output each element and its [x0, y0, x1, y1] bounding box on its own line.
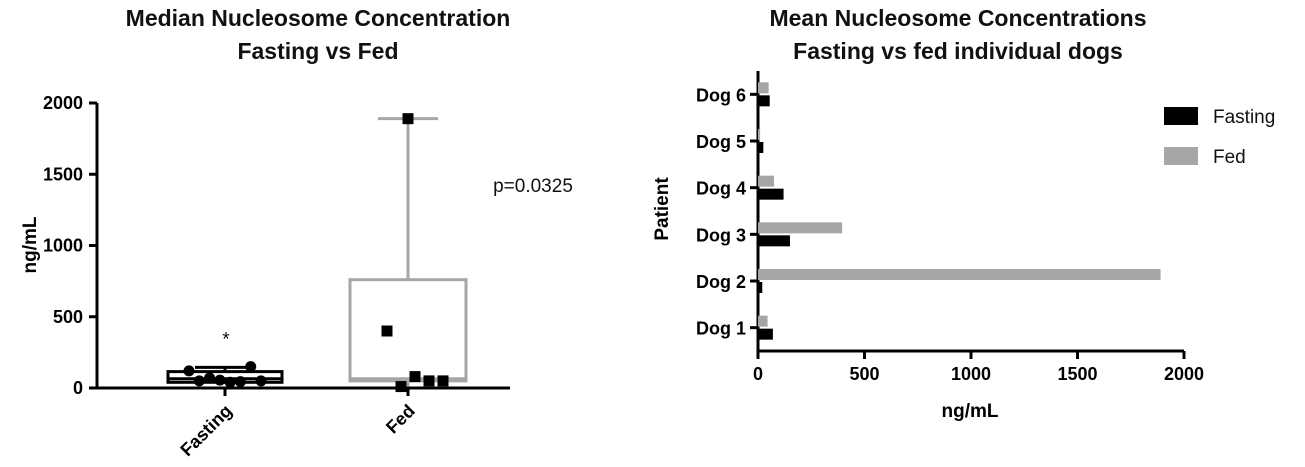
bar-fed: [758, 82, 769, 94]
data-point: [381, 325, 393, 337]
legend-label: Fasting: [1213, 107, 1275, 128]
y-tick-label: Dog 6: [696, 85, 746, 105]
data-point: [183, 365, 195, 377]
box-plot-marks: *: [166, 113, 468, 393]
box-plot-axes: 0 500 1000 1500 2000 Fasting Fed: [43, 93, 510, 460]
bar-fasting: [758, 95, 770, 107]
data-point: [204, 372, 216, 384]
y-tick-label: 1000: [43, 236, 83, 256]
y-tick-label: Dog 4: [696, 179, 746, 199]
chart-title-line-2: Fasting vs fed individual dogs: [793, 38, 1123, 64]
y-tick-label: 1500: [43, 164, 83, 184]
data-point: [423, 375, 435, 387]
data-point: [245, 361, 257, 373]
y-tick-label: 0: [73, 378, 83, 398]
bar-chart-marks: [758, 82, 1161, 340]
x-tick-label: 1000: [951, 364, 991, 384]
bar-fed: [758, 315, 768, 327]
data-point: [193, 375, 205, 387]
y-tick-label: 500: [53, 307, 83, 327]
bar-fed: [758, 175, 774, 187]
y-tick-label: Dog 3: [696, 225, 746, 245]
legend-swatch: [1164, 147, 1198, 165]
bar-fasting: [758, 235, 790, 247]
x-tick-label: 500: [849, 364, 879, 384]
bar-fed: [758, 269, 1161, 280]
y-tick-label: Dog 2: [696, 272, 746, 292]
bar-fed: [758, 129, 761, 140]
y-tick-label: Dog 1: [696, 319, 746, 339]
chart-title-line-2: Fasting vs Fed: [237, 38, 398, 64]
y-axis-label: Patient: [652, 177, 673, 241]
x-tick-label: Fed: [382, 401, 419, 438]
bar-fed: [758, 222, 843, 234]
p-value-annotation: p=0.0325: [493, 176, 573, 197]
data-point: [255, 375, 267, 387]
data-point: [402, 113, 414, 125]
bar-chart: Mean Nucleosome Concentrations Fasting v…: [652, 5, 1275, 422]
data-point: [234, 376, 246, 388]
bar-fasting: [758, 188, 784, 200]
legend-label: Fed: [1213, 147, 1246, 168]
x-tick-label: 1500: [1057, 364, 1097, 384]
y-tick-label: 2000: [43, 93, 83, 113]
legend: Fasting Fed: [1164, 107, 1275, 168]
data-point: [409, 371, 421, 383]
x-tick-label: 0: [753, 364, 763, 384]
x-tick-label: Fasting: [176, 401, 235, 460]
bar-chart-axes: 0 500 1000 1500 2000 Dog 1 Dog 2 Dog 3 Dog 4 Dog …: [696, 71, 1204, 384]
bar-fasting: [758, 142, 764, 153]
bar-fasting: [758, 282, 763, 293]
x-axis-label: ng/mL: [942, 401, 999, 422]
legend-swatch: [1164, 107, 1198, 125]
chart-title-line-1: Median Nucleosome Concentration: [126, 5, 511, 31]
data-point: [214, 374, 226, 386]
x-tick-label: 2000: [1164, 364, 1204, 384]
data-point: [224, 376, 236, 388]
chart-title-line-1: Mean Nucleosome Concentrations: [769, 5, 1146, 31]
significance-star: *: [222, 329, 230, 350]
box-plot-chart: Median Nucleosome Concentration Fasting …: [20, 5, 573, 460]
y-tick-label: Dog 5: [696, 132, 746, 152]
box: [348, 278, 468, 383]
data-point: [437, 375, 449, 387]
y-axis-label: ng/mL: [20, 216, 41, 273]
bar-fasting: [758, 328, 773, 340]
data-point: [395, 381, 407, 393]
